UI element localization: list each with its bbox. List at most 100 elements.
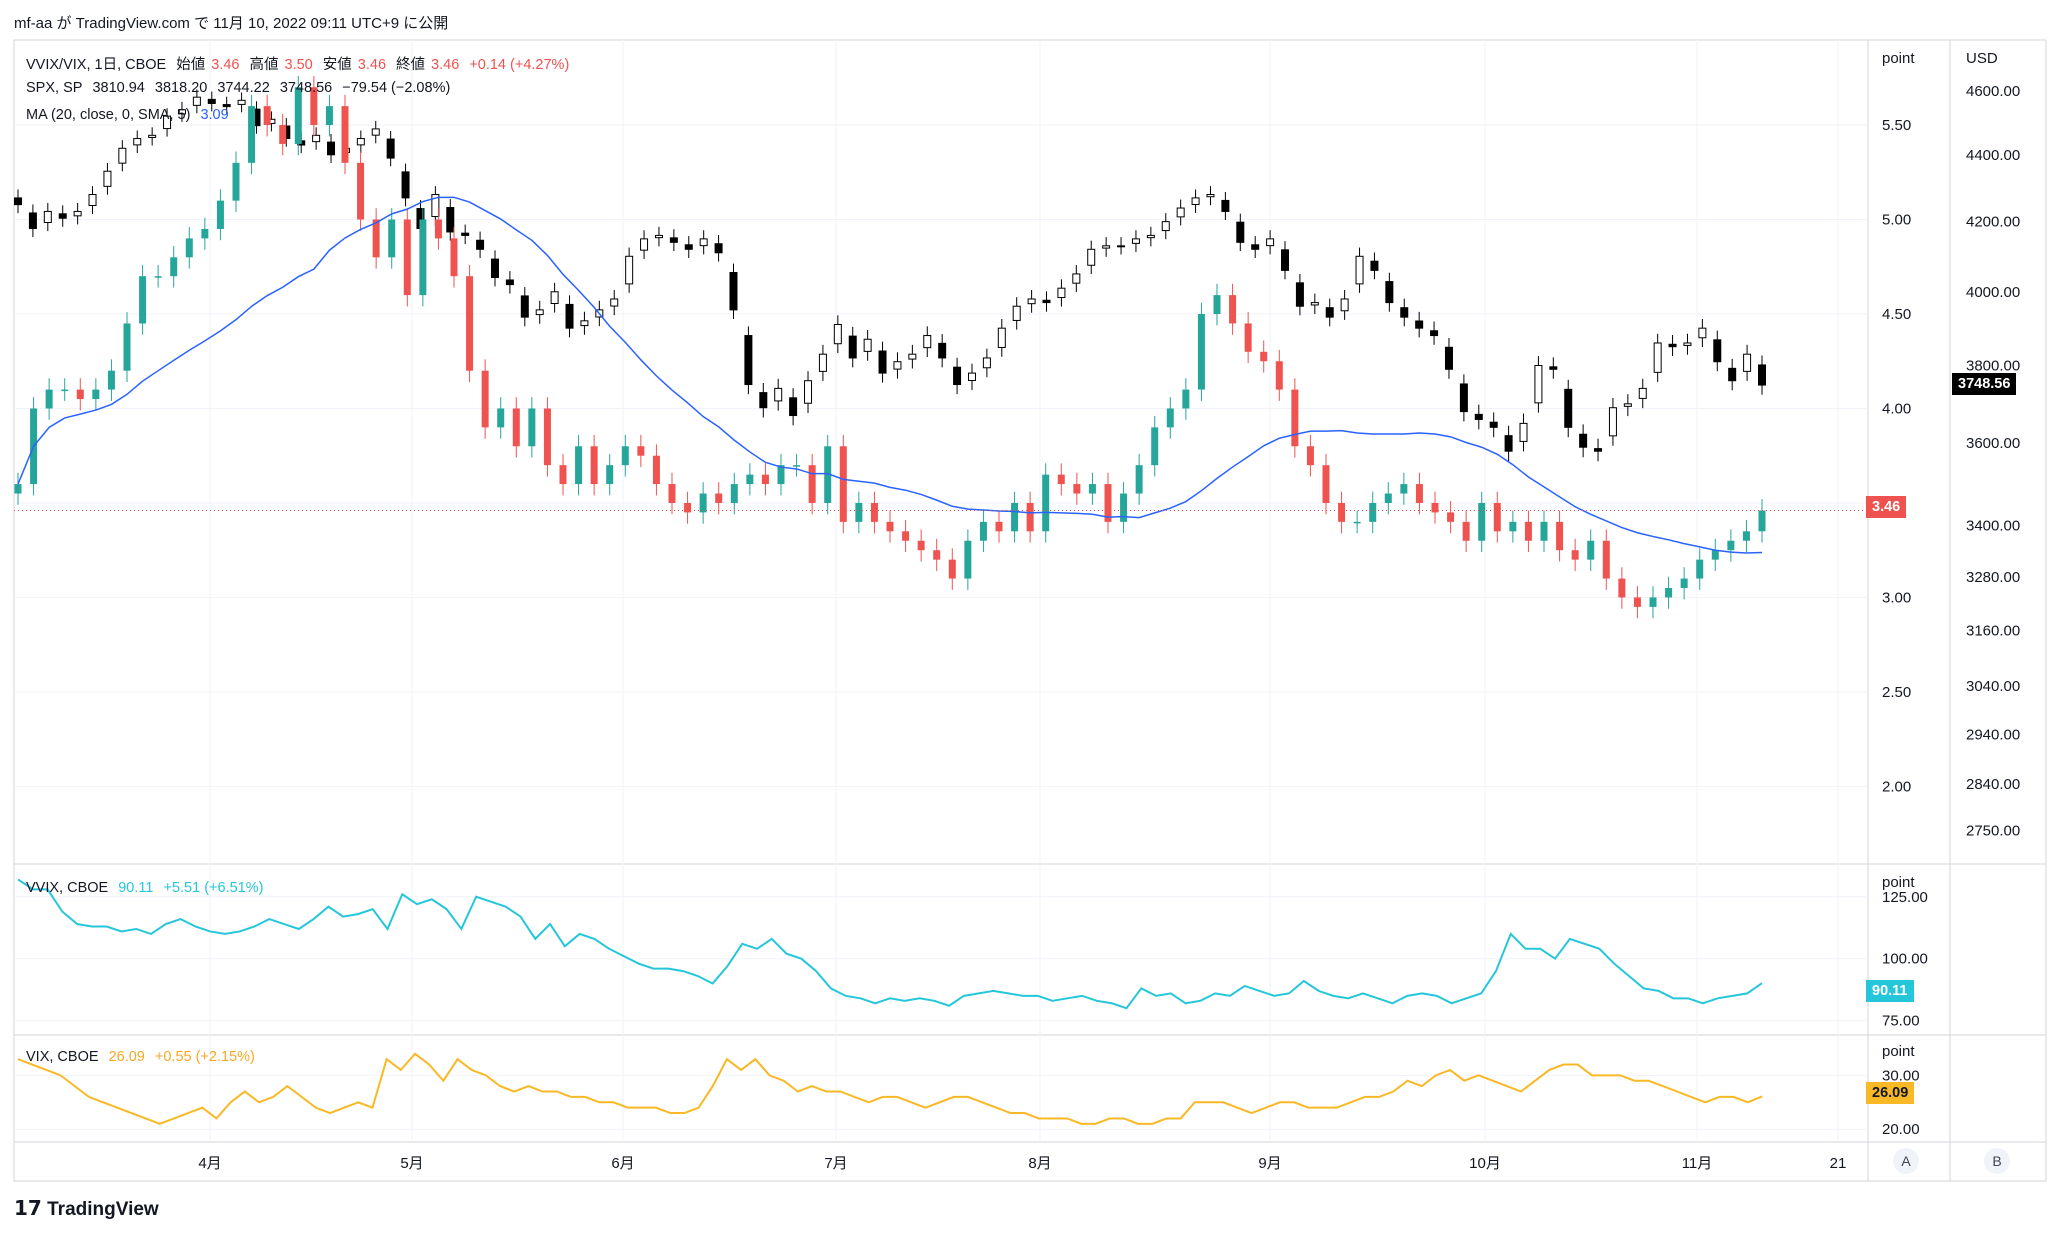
ratio-candle [1696,559,1704,579]
legend-vix-symbol: VIX, CBOE [26,1049,99,1065]
ratio-candle [512,408,520,447]
spx-candle [1266,238,1275,247]
spx-candle [192,96,201,106]
ratio-candle [123,323,131,371]
legend-vvix-symbol: VVIX, CBOE [26,880,109,896]
legend-open: 3.46 [211,57,240,73]
b-button[interactable]: B [1984,1148,2010,1174]
vvix-axis-unit: point [1882,874,1915,891]
ratio-candle [793,465,801,467]
ratio-candle [185,238,193,258]
ratio-candle [1633,597,1641,607]
ratio-candle [1213,295,1221,314]
spx-candle [505,279,514,286]
spx-candle [118,147,127,164]
author-name[interactable]: mf-aa [14,15,53,32]
ratio-candle [824,446,832,503]
spx-candle [759,392,768,409]
legend-spx-change: −79.54 (−2.08%) [342,80,451,96]
spx-candle [893,361,902,370]
ratio-candle [1120,493,1128,522]
ratio-candle [139,276,147,324]
ratio-candle [92,389,100,400]
spx-candle [1310,302,1319,306]
spx-candle [431,194,440,218]
spx-candle [804,380,813,404]
legend-vvix-change: +5.51 (+6.51%) [163,880,264,896]
spx-candle [997,327,1006,348]
spx-candle [446,207,455,233]
ratio-candle [497,408,505,428]
ratio-candle [1742,531,1750,541]
spx-last-price-badge: 3748.56 [1952,373,2017,395]
vix-tick-label: 30.00 [1882,1067,1920,1084]
spx-candle [163,115,172,130]
ratio-candle [450,238,458,277]
spx-candle [684,244,693,250]
spx-candle [610,298,619,307]
left-tick-label: 3.00 [1882,589,1911,606]
ratio-candle [1369,502,1377,522]
spx-candle [1549,366,1558,370]
spx-candle [1191,197,1200,205]
spx-candle [148,134,157,138]
ratio-candle [1711,550,1719,560]
spx-candle [923,335,932,349]
spx-candle [744,335,753,386]
spx-candle [625,255,634,285]
ratio-candle [294,87,302,144]
spx-candle [1534,364,1543,404]
spx-candle [833,323,842,345]
x-tick-label: 21 [1830,1155,1847,1172]
publish-text: が TradingView.com で 11月 10, 2022 09:11 U… [56,15,449,32]
ratio-candle [325,106,333,126]
ratio-candle [1088,484,1096,494]
spx-candle [1474,413,1483,420]
spx-candle [88,194,97,206]
ratio-candle [1509,521,1517,532]
spx-candle [1370,260,1379,271]
ratio-candle [699,493,707,513]
spx-candle [1027,298,1036,305]
spx-candle [1221,199,1230,212]
x-tick-label: 8月 [1028,1155,1051,1172]
x-tick-label: 6月 [611,1155,634,1172]
ratio-candle [481,370,489,428]
ratio-candle [917,540,925,551]
x-tick-label: 11月 [1682,1155,1713,1172]
right-tick-label: 4000.00 [1966,284,2020,301]
spx-candle [401,171,410,199]
ratio-candle [201,228,209,239]
spx-candle [1743,353,1752,372]
legend-ma-label: MA (20, close, 0, SMA, 5) [26,107,191,123]
legend-main-symbol-name: VVIX/VIX, 1日, CBOE [26,57,167,73]
legend-vvix[interactable]: VVIX, CBOE 90.11 +5.51 (+6.51%) [26,880,269,896]
legend-vix[interactable]: VIX, CBOE 26.09 +0.55 (+2.15%) [26,1049,261,1065]
spx-candle [327,141,336,156]
ratio-candle [1384,493,1392,503]
tradingview-footer[interactable]: 17 TradingView [14,1196,159,1221]
ratio-candle [1680,578,1688,588]
ratio-candle [1135,465,1143,494]
ratio-candle [1524,521,1532,541]
spx-candle [103,170,112,187]
legend-ma[interactable]: MA (20, close, 0, SMA, 5) 3.09 [26,107,235,123]
spx-candle [640,238,649,251]
spx-candle [1400,307,1409,318]
ratio-candle [1400,484,1408,494]
auto-scale-button[interactable]: A [1893,1148,1919,1174]
vvix-tick-label: 100.00 [1882,951,1928,968]
right-tick-label: 3800.00 [1966,357,2020,374]
spx-candle [1131,238,1140,244]
ratio-candle [1338,502,1346,522]
spx-candle [1489,421,1498,428]
publish-header: mf-aa が TradingView.com で 11月 10, 2022 0… [14,12,448,33]
legend-spx[interactable]: SPX, SP 3810.94 3818.20 3744.22 3748.56 … [26,80,456,96]
ratio-candle [1260,351,1268,362]
spx-candle [1608,407,1617,437]
legend-main-symbol[interactable]: VVIX/VIX, 1日, CBOE 始値 3.46 高値 3.50 安値 3.46 … [26,53,575,74]
spx-candle [1161,221,1170,232]
spx-candle [953,366,962,386]
spx-candle [654,234,663,239]
